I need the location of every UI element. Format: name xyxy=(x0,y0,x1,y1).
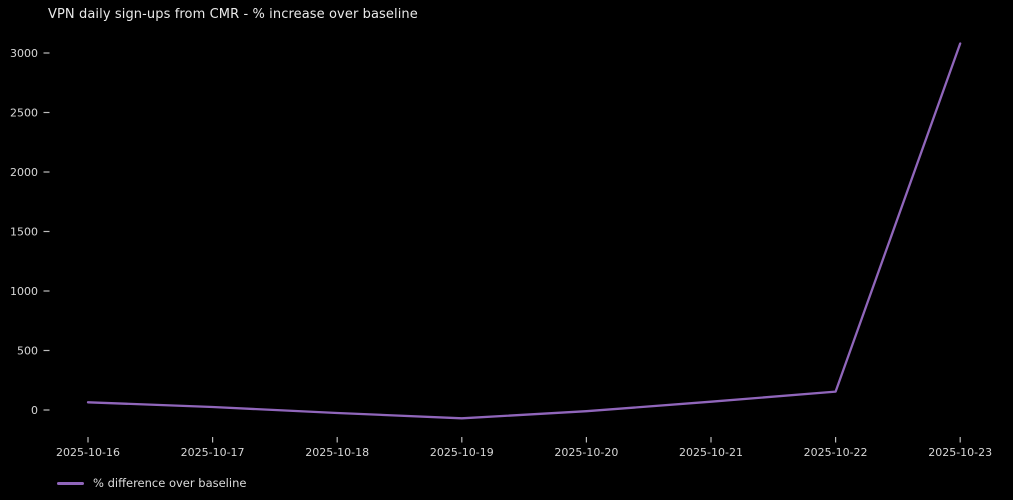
y-tick-label: 500 xyxy=(17,345,38,358)
x-tick-label: 2025-10-18 xyxy=(305,446,369,459)
y-tick-label: 2000 xyxy=(10,166,38,179)
y-tick-label: 2500 xyxy=(10,107,38,120)
x-tick-label: 2025-10-23 xyxy=(928,446,992,459)
y-tick-label: 1500 xyxy=(10,226,38,239)
x-tick-label: 2025-10-20 xyxy=(554,446,618,459)
y-tick-label: 1000 xyxy=(10,285,38,298)
chart-title: VPN daily sign-ups from CMR - % increase… xyxy=(48,7,418,22)
data-line-series xyxy=(86,42,962,420)
y-tick-label: 3000 xyxy=(10,47,38,60)
legend-label: % difference over baseline xyxy=(93,476,247,490)
chart-legend: % difference over baseline xyxy=(57,476,246,490)
x-tick-label: 2025-10-21 xyxy=(679,446,743,459)
x-tick-label: 2025-10-22 xyxy=(804,446,868,459)
legend-line-swatch xyxy=(57,481,84,485)
x-tick-label: 2025-10-16 xyxy=(56,446,120,459)
x-tick-label: 2025-10-19 xyxy=(430,446,494,459)
y-tick-label: 0 xyxy=(31,404,38,417)
x-tick-label: 2025-10-17 xyxy=(181,446,245,459)
